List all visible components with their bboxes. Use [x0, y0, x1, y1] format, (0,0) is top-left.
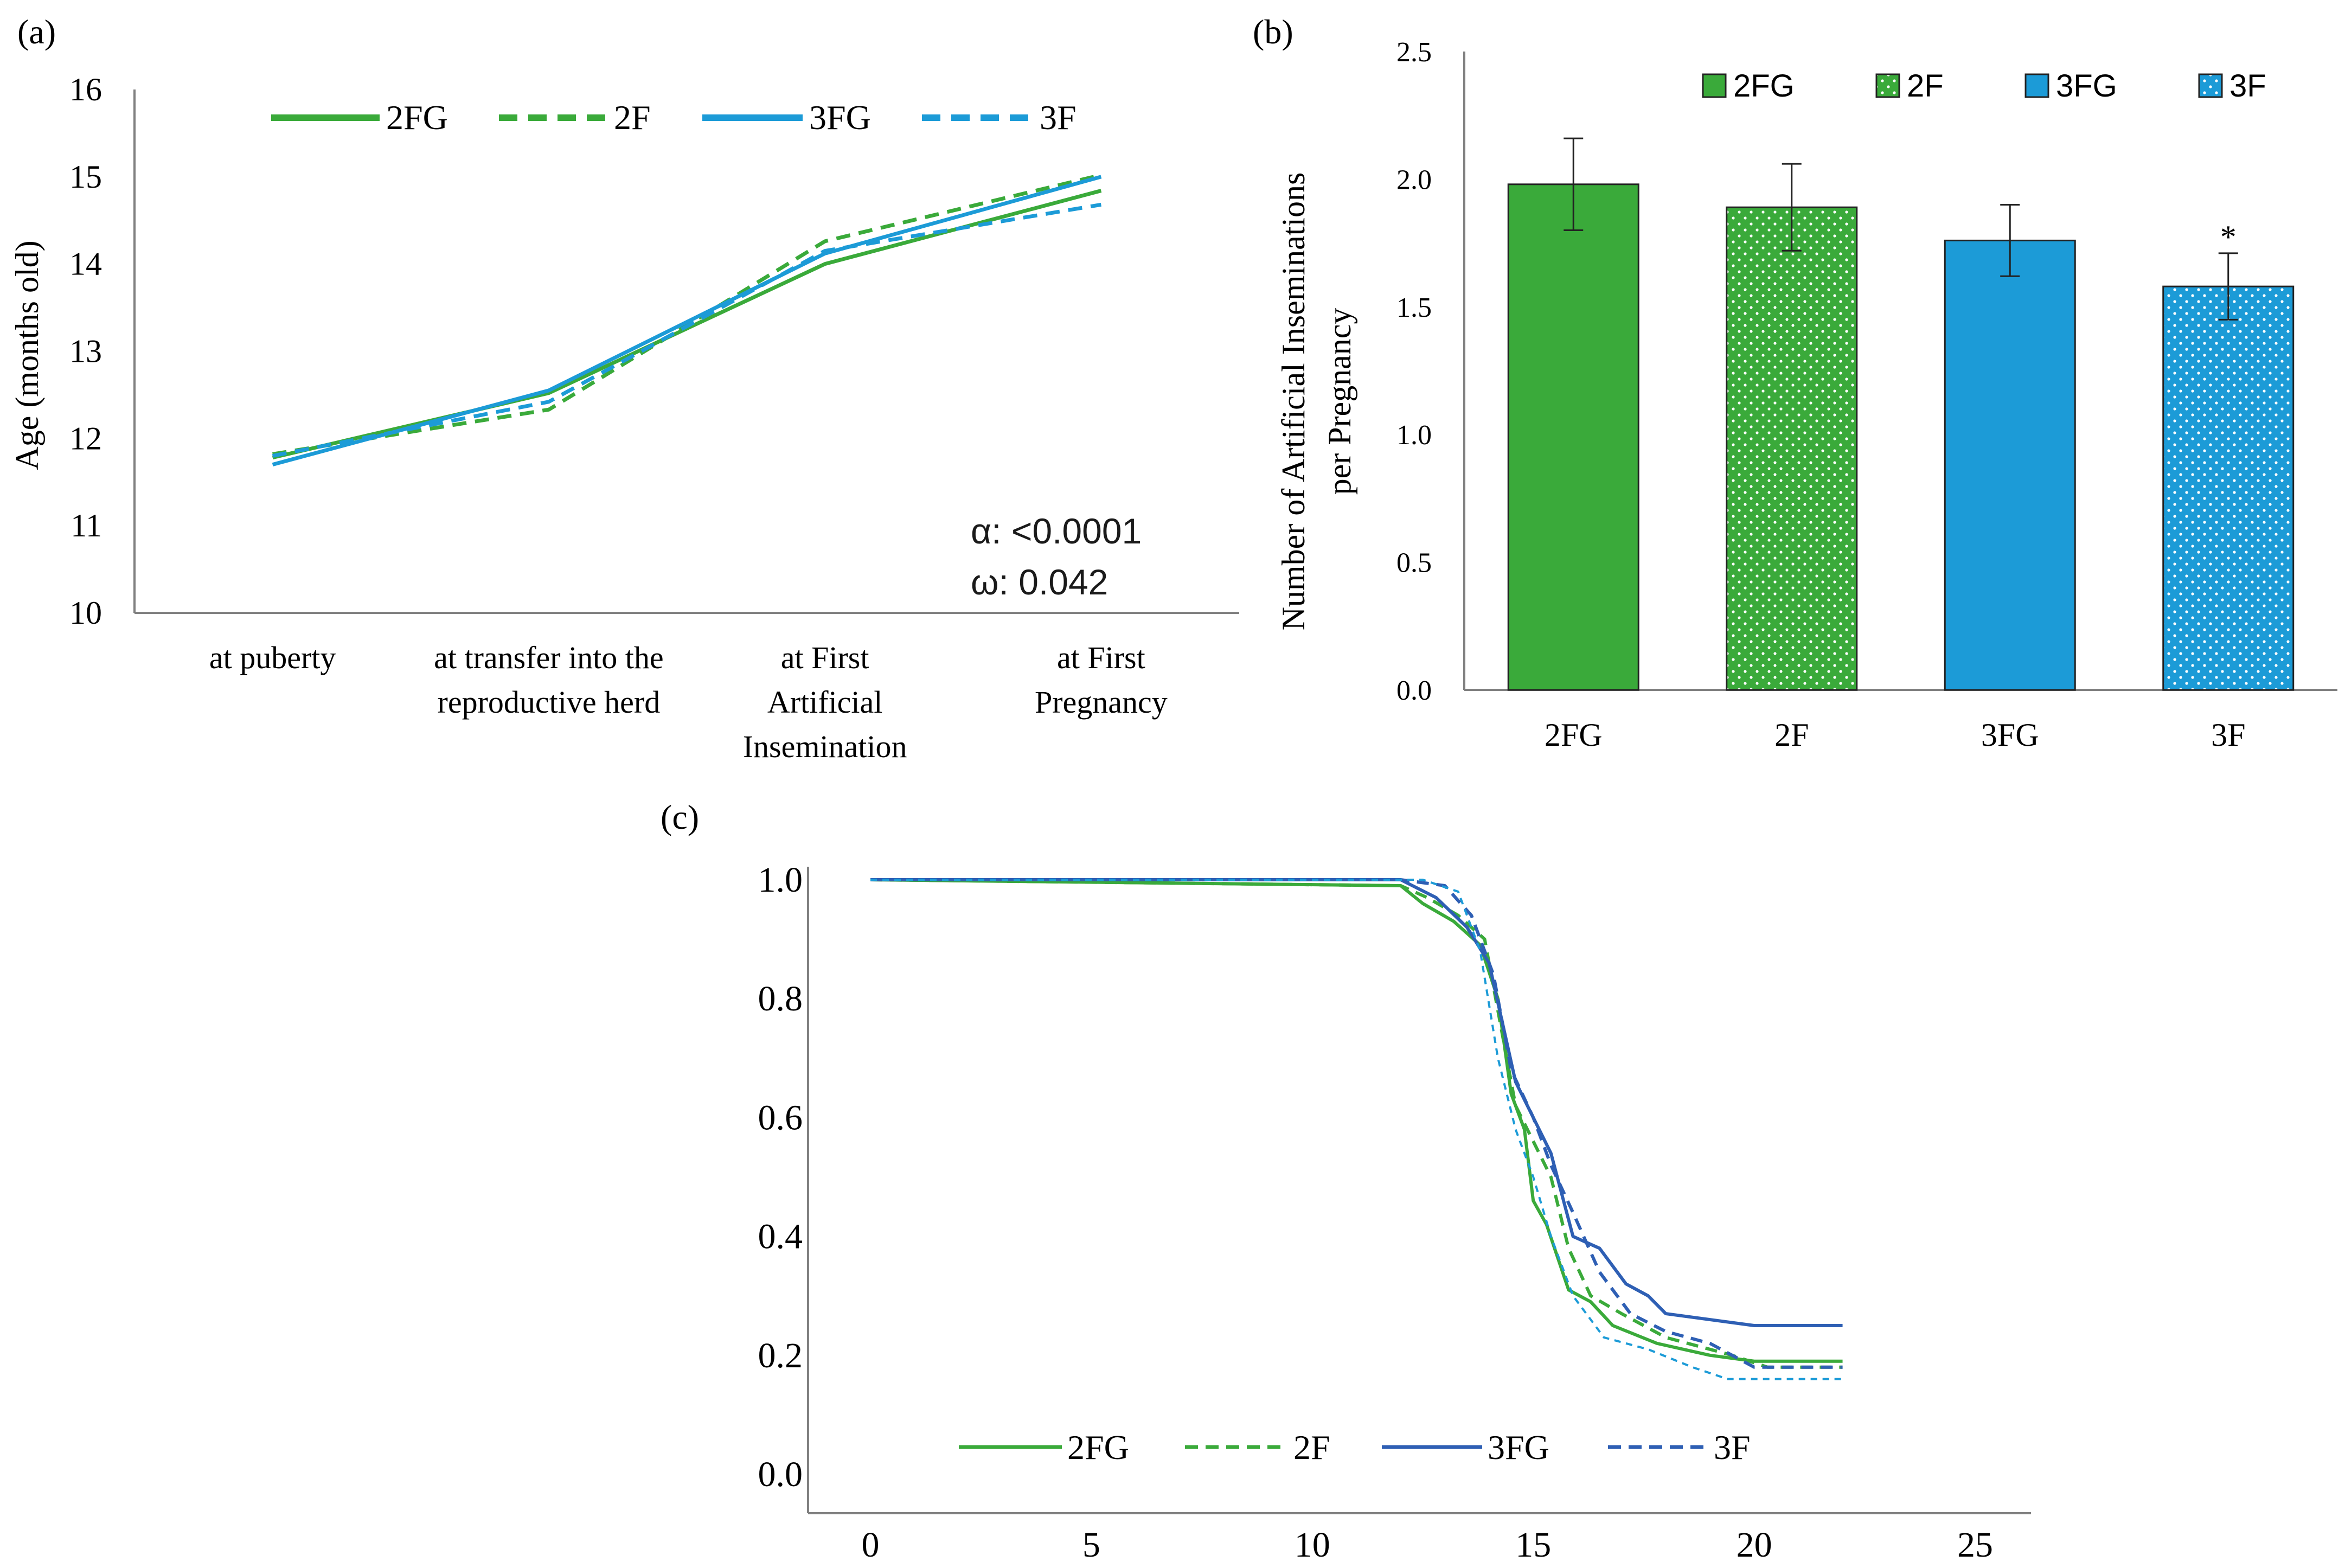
y-tick-label: 14	[69, 246, 102, 282]
category-label: 2F	[1774, 717, 1809, 753]
y-tick-label: 12	[69, 420, 102, 456]
panel-a-line-chart: (a) Age (months old) 10 11 12 13 14 15 16 at p…	[9, 12, 1239, 764]
legend-label-3f: 3F	[1714, 1428, 1751, 1467]
bar-2fg	[1507, 183, 1639, 691]
error-bar-2f	[1782, 163, 1802, 252]
significance-marker: *	[2220, 219, 2237, 255]
x-tick-label: 10	[1295, 1525, 1330, 1565]
x-tick-label: 0	[862, 1525, 880, 1565]
panel-b-y-axis-title-line-2: per Pregnancy	[1322, 308, 1357, 495]
category-label: at First Artificial Insemination	[743, 640, 907, 764]
panel-c-legend: 2FG 2F 3FG 3F	[959, 1428, 1751, 1467]
x-tick-label: 5	[1082, 1525, 1100, 1565]
legend-swatch-2f	[1875, 73, 1900, 98]
legend-label-3fg: 3FG	[809, 98, 871, 137]
error-bar-3f	[2218, 252, 2238, 321]
series-line-3f	[272, 202, 1101, 458]
legend-label-2f: 2F	[1907, 68, 1944, 104]
panel-a-label: (a)	[17, 12, 56, 51]
panel-a-alpha-annotation: α: <0.0001	[971, 511, 1142, 551]
panel-b-y-tick-labels: 0.0 0.5 1.0 1.5 2.0 2.5	[1396, 37, 1432, 706]
error-bar-2fg	[1564, 137, 1584, 232]
y-tick-label: 1.5	[1396, 292, 1432, 323]
y-tick-label: 0.5	[1396, 548, 1432, 579]
category-label-line: reproductive herd	[438, 684, 661, 720]
panel-a-y-tick-labels: 10 11 12 13 14 15 16	[69, 72, 102, 631]
panel-a-omega-annotation: ω: 0.042	[971, 562, 1108, 602]
legend-label-2f: 2F	[1293, 1428, 1330, 1467]
x-tick-label: 25	[1957, 1525, 1993, 1565]
category-label-line: Insemination	[743, 729, 907, 764]
survival-curve-unlabeled	[870, 879, 1843, 1380]
y-tick-label: 0.8	[758, 979, 803, 1019]
panel-c-label: (c)	[661, 798, 699, 836]
legend-label-2fg: 2FG	[1733, 68, 1795, 104]
survival-curve-2f	[870, 878, 1843, 1369]
category-label-line: Pregnancy	[1035, 684, 1168, 720]
legend-swatch-2fg	[1702, 73, 1727, 98]
panel-a-y-axis-title: Age (months old)	[9, 240, 45, 470]
series-line-2f	[272, 173, 1102, 456]
legend-label-2f: 2F	[614, 98, 651, 137]
panel-c-x-tick-labels: 0 5 10 15 20 25	[862, 1525, 1994, 1565]
y-tick-label: 15	[69, 159, 102, 195]
y-tick-label: 2.5	[1396, 37, 1432, 68]
panel-b-y-axis-title-line-1: Number of Artificial Inseminations	[1276, 172, 1311, 631]
bar-2f	[1726, 206, 1858, 691]
error-bar-3fg	[2000, 203, 2020, 277]
y-tick-label: 13	[69, 334, 102, 369]
panel-c-y-tick-labels: 0.0 0.2 0.4 0.6 0.8 1.0	[758, 860, 803, 1494]
legend-label-2fg: 2FG	[1067, 1428, 1129, 1467]
survival-curve-3f	[870, 878, 1843, 1369]
legend-label-3f: 3F	[2229, 68, 2266, 104]
panel-c-survival-chart: (c) 0.0 0.2 0.4 0.6 0.8 1.0 0 5 10 15 20 25 2FG 2F…	[661, 798, 2031, 1565]
bar-3f	[2162, 285, 2295, 691]
category-label: at First Pregnancy	[1035, 640, 1168, 720]
category-label: 3F	[2211, 717, 2245, 753]
y-tick-label: 1.0	[758, 860, 803, 900]
panel-b-bar-chart: (b) Number of Artificial Inseminations p…	[1253, 12, 2337, 753]
y-tick-label: 0.0	[758, 1455, 803, 1494]
y-tick-label: 16	[69, 72, 102, 107]
panel-a-category-labels: at puberty at transfer into the reproducti…	[209, 640, 1168, 764]
legend-swatch-3fg	[2024, 73, 2049, 98]
category-label-line: at First	[781, 640, 869, 675]
panel-b-legend: 2FG 2F 3FG 3F	[1702, 68, 2266, 104]
legend-label-2fg: 2FG	[386, 98, 448, 137]
y-tick-label: 1.0	[1396, 420, 1432, 451]
panel-b-bars: 2FG 2F 3FG * 3F	[1507, 137, 2295, 753]
x-tick-label: 20	[1737, 1525, 1772, 1565]
bar-3fg	[1944, 239, 2076, 691]
legend-label-3fg: 3FG	[2056, 68, 2117, 104]
legend-swatch-3f	[2198, 73, 2223, 98]
category-label: 2FG	[1545, 717, 1603, 753]
y-tick-label: 10	[69, 595, 102, 631]
series-line-3fg	[272, 175, 1102, 466]
survival-curve-2fg	[870, 878, 1843, 1363]
x-tick-label: 15	[1515, 1525, 1551, 1565]
y-tick-label: 0.4	[758, 1217, 803, 1257]
category-label-line: at puberty	[209, 640, 336, 675]
panel-a-series-lines	[272, 173, 1102, 466]
y-tick-label: 0.2	[758, 1336, 803, 1375]
panel-b-y-axis-title: Number of Artificial Inseminations per P…	[1276, 172, 1357, 631]
panel-b-label: (b)	[1253, 12, 1293, 51]
y-tick-label: 0.0	[1396, 675, 1432, 706]
category-label: 3FG	[1981, 717, 2039, 753]
category-label-line: at transfer into the	[434, 640, 664, 675]
category-label-line: at First	[1057, 640, 1145, 675]
category-label: at transfer into the reproductive herd	[434, 640, 664, 720]
panel-c-survival-curves	[870, 878, 1843, 1380]
y-tick-label: 11	[71, 508, 102, 543]
category-label: at puberty	[209, 640, 336, 675]
legend-label-3fg: 3FG	[1488, 1428, 1549, 1467]
survival-curve-3fg	[870, 878, 1843, 1327]
legend-label-3f: 3F	[1040, 98, 1077, 137]
panel-a-legend: 2FG 2F 3FG 3F	[271, 98, 1077, 137]
category-label-line: Artificial	[767, 684, 883, 720]
y-tick-label: 2.0	[1396, 164, 1432, 195]
y-tick-label: 0.6	[758, 1098, 803, 1137]
